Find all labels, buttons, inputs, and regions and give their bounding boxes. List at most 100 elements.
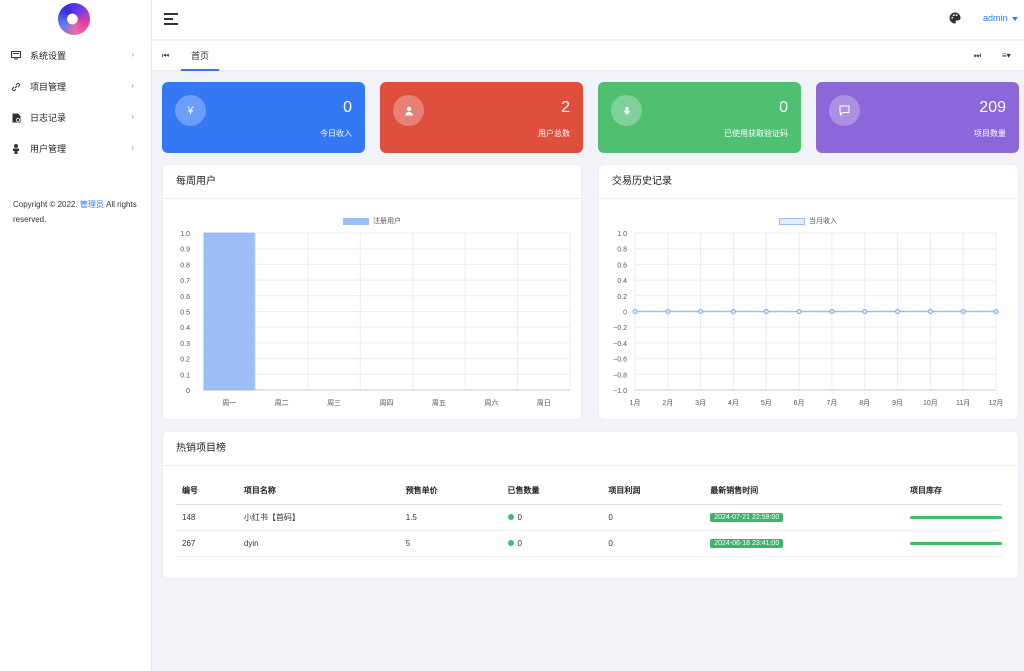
top-header: admin	[152, 0, 1024, 40]
cell-id: 148	[176, 504, 238, 531]
data-point	[763, 309, 769, 314]
palette-icon[interactable]	[949, 11, 961, 24]
caret-down-icon	[1011, 16, 1018, 21]
column-header: 项目库存	[904, 478, 1002, 505]
legend-label: 注册用户	[373, 218, 401, 225]
monitor-icon	[11, 51, 21, 61]
column-header: 最新销售时间	[704, 478, 904, 505]
x-tick-label: 周六	[484, 398, 498, 407]
data-point	[665, 309, 671, 314]
legend-swatch	[343, 217, 369, 225]
tab-bar: ⏮ 首页 ⏭ ≡▾	[152, 41, 1024, 71]
stat-value: 0	[343, 99, 352, 116]
x-tick-label: 9月	[892, 399, 903, 407]
sidebar-item-label: 项目管理	[30, 82, 67, 92]
stat-label: 项目数量	[974, 129, 1006, 138]
cell-time: 2024-07-21 22:59:00	[704, 504, 904, 531]
cell-sold: 0	[501, 530, 603, 557]
x-tick-label: 7月	[826, 399, 837, 407]
data-point	[960, 309, 966, 314]
x-tick-label: 6月	[794, 399, 805, 407]
copyright-link[interactable]: 管理员	[79, 200, 104, 209]
y-tick-label: 0.7	[180, 278, 190, 285]
download-icon	[611, 95, 642, 126]
x-tick-label: 周五	[432, 399, 446, 407]
sold-value: 0	[517, 538, 522, 548]
stat-label: 今日收入	[320, 129, 352, 138]
tab-options-icon[interactable]: ≡▾	[1002, 51, 1011, 60]
tab-scroll-right-icon[interactable]: ⏭	[974, 51, 982, 60]
table-row[interactable]: 267 dyin 5 0 0 2024-06-18 23:41:00	[176, 530, 1002, 557]
cell-profit: 0	[602, 530, 705, 557]
hot-projects-panel: 热销项目榜 编号 项目名称 预售单价 已售数量 项目利润 最新销售时间 项目库存…	[162, 431, 1019, 579]
y-tick-label: 0.2	[180, 357, 190, 364]
panel-title: 每周用户	[163, 165, 581, 199]
tab-home[interactable]: 首页	[181, 41, 219, 71]
chevron-right-icon: ›	[131, 143, 134, 152]
y-tick-label: 0.8	[617, 247, 627, 254]
data-point	[698, 309, 704, 314]
chevron-right-icon: ›	[131, 81, 134, 90]
status-dot	[507, 514, 514, 521]
hot-projects-table: 编号 项目名称 预售单价 已售数量 项目利润 最新销售时间 项目库存 148 小…	[176, 478, 1002, 557]
y-tick-label: 0.2	[617, 294, 627, 301]
x-tick-label: 2月	[662, 399, 673, 407]
x-tick-label: 周二	[275, 399, 289, 407]
y-tick-label: 1.0	[617, 231, 627, 238]
panel-title: 交易历史记录	[599, 165, 1018, 199]
stat-label: 用户总数	[538, 129, 570, 138]
stat-label: 已使用获取验证码	[724, 129, 788, 138]
table-row[interactable]: 148 小红书【首码】 1.5 0 0 2024-07-21 22:59:00	[176, 504, 1002, 531]
transaction-history-panel: 交易历史记录 当月收入 1.0 0.8 0.6 0.4 0.2 0 −0.2 −0.4 −0.6…	[598, 164, 1019, 420]
y-tick-label: −0.6	[613, 357, 627, 364]
cell-name: 小红书【首码】	[237, 504, 400, 531]
stock-bar	[910, 541, 1002, 545]
menu-toggle-icon[interactable]	[164, 13, 178, 25]
y-tick-label: 0.4	[180, 325, 190, 332]
user-menu[interactable]: admin	[983, 13, 1018, 23]
x-tick-label: 4月	[728, 399, 739, 407]
sidebar-item-project-management[interactable]: 项目管理 ›	[0, 71, 152, 102]
stat-value: 0	[779, 99, 788, 116]
x-tick-label: 10月	[923, 399, 938, 407]
x-tick-label: 5月	[761, 399, 772, 407]
document-icon	[11, 113, 21, 123]
copyright: Copyright © 2022. 管理员 All rights reserve…	[13, 197, 143, 227]
x-tick-label: 11月	[956, 399, 970, 407]
column-header: 编号	[176, 478, 238, 505]
cell-stock	[904, 530, 1002, 557]
y-tick-label: 0.6	[617, 262, 627, 269]
y-tick-label: 0	[623, 310, 627, 317]
y-tick-label: 0.4	[617, 278, 627, 285]
cell-profit: 0	[602, 504, 705, 531]
stat-card-income: ¥ 0 今日收入	[162, 82, 365, 153]
user-icon	[11, 143, 21, 154]
data-point	[632, 309, 638, 314]
tab-scroll-left-icon[interactable]: ⏮	[162, 51, 170, 60]
x-tick-label: 12月	[989, 399, 1004, 407]
sidebar-item-label: 日志记录	[30, 113, 67, 123]
x-tick-label: 3月	[695, 399, 706, 407]
sidebar-item-user-management[interactable]: 用户管理 ›	[0, 133, 152, 164]
logo	[58, 3, 90, 35]
y-tick-label: 0.8	[180, 262, 190, 269]
column-header: 已售数量	[501, 478, 603, 505]
copyright-suffix: All rights reserved.	[13, 200, 137, 224]
sidebar-item-system-settings[interactable]: 系统设置 ›	[0, 40, 152, 71]
data-point	[895, 309, 901, 314]
y-tick-label: 0	[186, 388, 190, 395]
chart-legend[interactable]: 注册用户	[343, 216, 401, 226]
stat-value: 209	[979, 99, 1006, 116]
x-tick-label: 周四	[380, 399, 394, 407]
y-tick-label: 0.9	[180, 247, 190, 254]
chevron-right-icon: ›	[131, 50, 134, 59]
data-point	[862, 309, 868, 314]
sidebar-item-logs[interactable]: 日志记录 ›	[0, 102, 152, 133]
x-tick-label: 周日	[537, 399, 551, 407]
cell-time: 2024-06-18 23:41:00	[704, 530, 904, 557]
chevron-right-icon: ›	[131, 112, 134, 121]
y-tick-label: 0.1	[180, 372, 190, 379]
y-tick-label: 0.5	[180, 310, 190, 317]
chart-legend[interactable]: 当月收入	[779, 216, 837, 226]
column-header: 项目名称	[237, 478, 400, 505]
